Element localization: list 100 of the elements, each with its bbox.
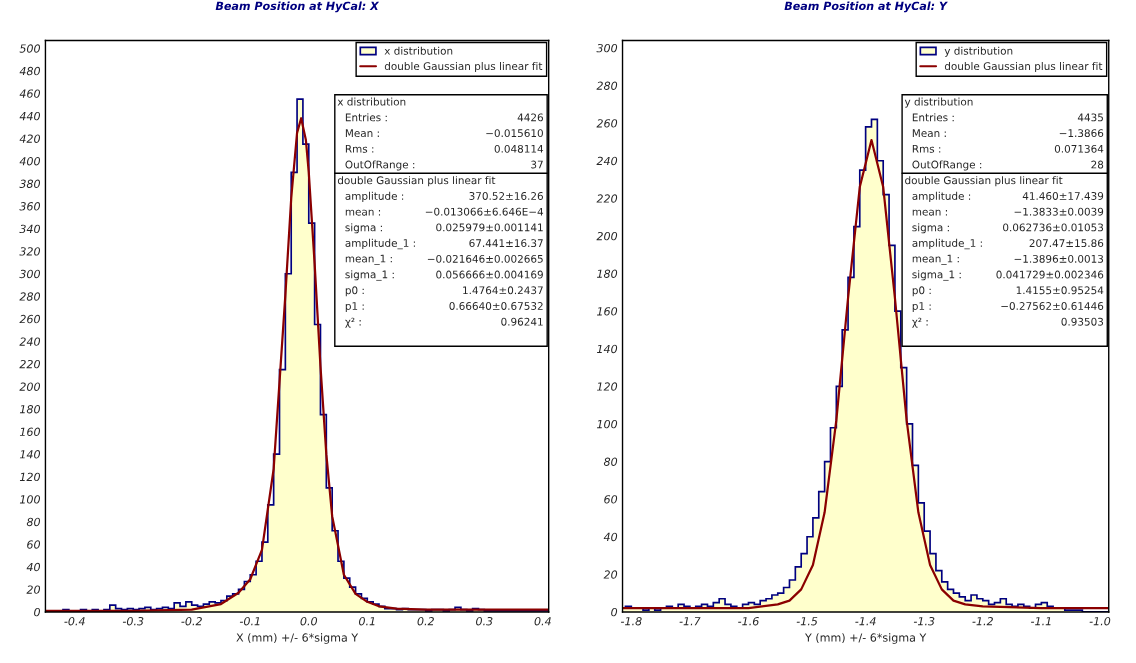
annotation: double Gaussian plus linear fit [337,176,496,187]
annotation: 0.056666±0.004169 [436,270,543,279]
annotation: −1.3833±0.0039 [1014,207,1104,216]
y-tick-label: 0 [611,607,618,617]
annotation: OutOfRange : [345,160,415,171]
y-tick-label: 140 [597,344,618,354]
annotation: OutOfRange : [912,160,982,171]
x-tick-label: -0.3 [122,617,144,626]
legend-label: double Gaussian plus linear fit [944,61,1103,73]
annotation: −0.27562±0.61446 [1001,302,1104,310]
y-tick-label: 320 [19,247,41,256]
annotation: amplitude_1 : [345,238,415,250]
annotation: −0.021646±0.002665 [427,254,543,263]
y-tick-label: 180 [19,405,41,414]
x-tick-label: -0.4 [64,617,85,626]
y-tick-label: 240 [596,156,618,166]
annotation: sigma : [345,223,382,234]
x-tick-label: 0.3 [476,617,493,626]
y-tick-label: 200 [596,231,618,241]
annotation: Rms : [345,145,374,153]
y-tick-label: 20 [603,570,618,579]
annotation: 0.66640±0.67532 [449,302,543,310]
annotation: p1 : [912,302,931,312]
annotation: 0.071364 [1054,144,1104,153]
annotation: mean : [912,209,947,216]
annotation: −1.3896±0.0013 [1014,254,1104,263]
y-tick-label: 20 [26,585,41,594]
x-tick-label: -1.3 [913,617,935,626]
annotation: amplitude_1 : [912,238,982,250]
y-tick-label: 400 [19,157,41,166]
y-tick-label: 60 [604,495,618,504]
y-tick-label: 140 [19,450,41,459]
x-tick-label: -0.1 [239,617,260,626]
x-tick-label: 0.2 [417,617,434,626]
legend-label: double Gaussian plus linear fit [384,61,543,73]
y-tick-label: 40 [603,532,618,542]
annotation: Mean : [345,129,379,138]
y-tick-label: 120 [597,382,618,391]
x-tick-label: -1.1 [1031,617,1051,626]
y-tick-label: 460 [19,89,41,98]
legend-label: x distribution [384,46,453,55]
x-tick-label: -0.2 [181,617,202,626]
annotation: 1.4764±0.2437 [463,286,543,295]
annotation: Entries : [345,113,387,122]
y-tick-label: 260 [19,314,41,324]
annotation: χ² : [912,317,928,328]
y-tick-label: 500 [19,44,41,53]
y-tick-label: 100 [19,495,41,504]
annotation: 4426 [517,113,543,122]
x-tick-label: -1.6 [738,617,759,626]
y-tick-label: 180 [597,269,618,278]
y-tick-label: 160 [597,307,618,316]
x-tick-label: 0.4 [534,617,551,626]
annotation: 0.025979±0.001141 [436,223,543,232]
annotation: 67.441±16.37 [469,239,543,248]
y-tick-label: 480 [19,66,41,76]
annotation: 0.93503 [1061,317,1104,326]
annotation: y distribution [904,97,973,108]
x-tick-label: -1.2 [972,617,993,626]
x-tick-label: -1.8 [620,617,642,626]
y-tick-label: 80 [603,457,618,466]
y-tick-label: 280 [19,292,41,301]
annotation: p0 : [912,286,931,297]
annotation: double Gaussian plus linear fit [905,176,1063,187]
y-tick-label: 160 [19,427,41,436]
annotation: mean : [345,209,381,216]
y-tick-label: 360 [19,202,41,211]
annotation: Entries : [912,113,954,122]
y-tick-label: 200 [19,382,41,391]
annotation: −0.015610 [486,129,543,138]
annotation: 0.048114 [494,144,544,153]
annotation: mean_1 : [912,254,959,265]
x-tick-label: 0.1 [359,617,375,626]
y-tick-label: 240 [19,337,41,346]
y-tick-label: 340 [19,224,41,234]
annotation: p1 : [345,302,364,312]
x-tick-label: -1.0 [1089,617,1111,626]
chart-title: Beam Position at HyCal: X [215,1,380,13]
y-tick-label: 280 [596,81,618,90]
annotation: Rms : [912,145,941,153]
y-tick-label: 440 [19,111,41,121]
annotation: x distribution [337,97,406,106]
y-tick-label: 220 [596,194,618,203]
x-tick-label: -1.5 [796,617,818,626]
annotation: 0.96241 [501,317,543,326]
annotation: amplitude : [345,191,404,202]
annotation: −1.3866 [1059,129,1104,138]
chart-title: Beam Position at HyCal: Y [784,1,948,13]
annotation: 1.4155±0.95254 [1016,286,1104,295]
annotation: −0.013066±6.646E−4 [425,207,544,216]
x-axis-title: X (mm) +/- 6*sigma Y [236,633,359,644]
annotation: 207.47±15.86 [1029,239,1104,248]
y-tick-label: 220 [19,359,41,369]
annotation: 4435 [1077,113,1103,122]
annotation: Mean : [912,129,946,138]
annotation: 0.062736±0.01053 [1003,223,1104,232]
y-tick-label: 40 [26,562,41,572]
annotation: 41.460±17.439 [1022,192,1104,200]
y-tick-label: 420 [19,134,41,143]
legend-label: y distribution [944,46,1013,57]
